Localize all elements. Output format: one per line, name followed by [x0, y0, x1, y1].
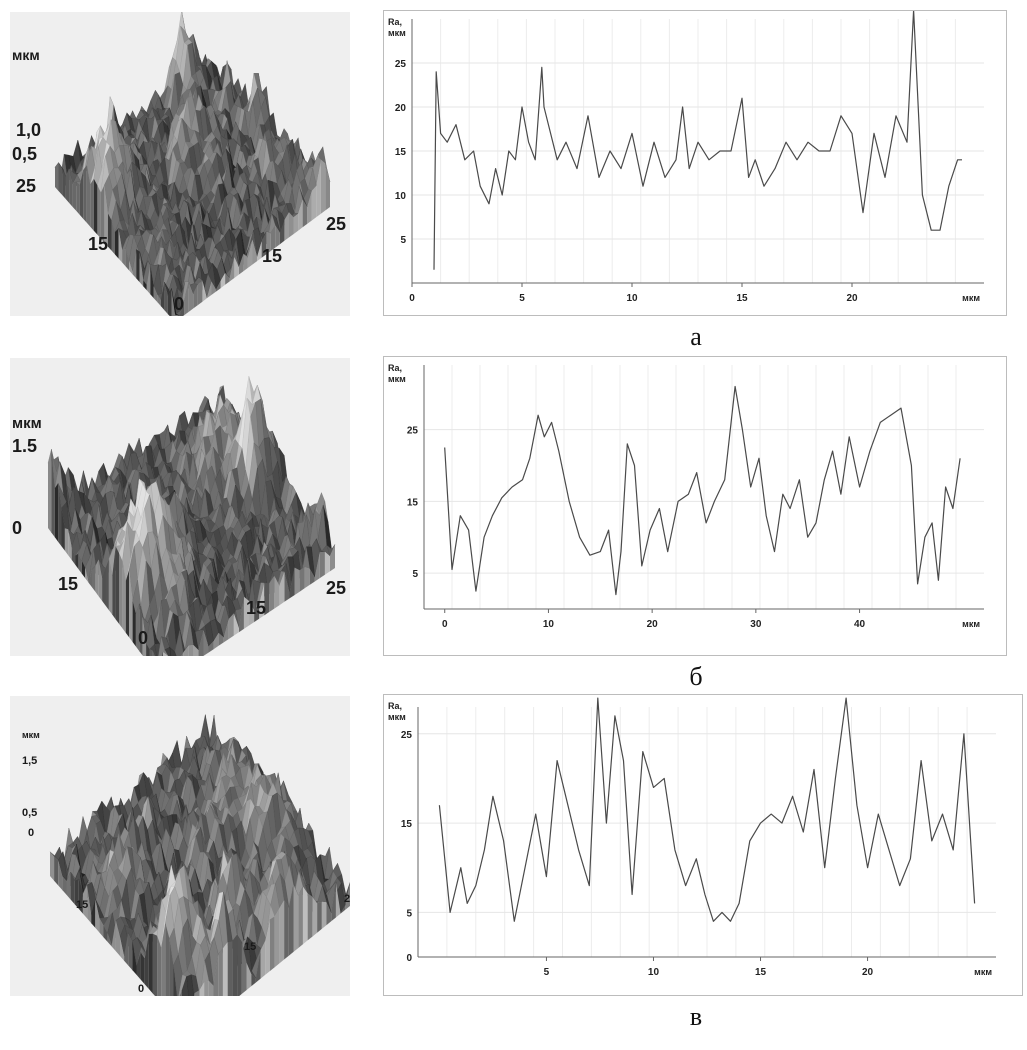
- z-tick-label: 25: [16, 176, 36, 196]
- roughness-profile-line: [444, 385, 961, 596]
- y-axis-label: Ra,: [388, 363, 402, 373]
- x-axis-label: мкм: [962, 293, 980, 303]
- surface-3d-c-svg: мкм 1,5 0,5 0 15 25 15 0: [22, 714, 350, 996]
- z-tick-label: 0: [28, 827, 34, 839]
- y-axis-label: мкм: [388, 374, 406, 384]
- roughness-profile-line: [433, 11, 962, 270]
- y-axis-label: мкм: [388, 712, 406, 722]
- z-tick-label: 0,5: [12, 144, 37, 164]
- z-tick-label: 1,5: [22, 755, 37, 767]
- surface-3d-c: мкм 1,5 0,5 0 15 25 15 0: [10, 696, 350, 996]
- y-axis-label: мкм: [388, 28, 406, 38]
- right-axis-tick-label: 25: [326, 578, 346, 598]
- x-axis-label: мкм: [962, 619, 980, 629]
- y-tick-label: 15: [401, 819, 413, 830]
- z-axis-unit-label: мкм: [22, 730, 40, 740]
- z-axis-unit-label: мкм: [12, 415, 42, 432]
- origin-label: 0: [138, 983, 144, 995]
- y-axis-label: Ra,: [388, 701, 402, 711]
- x-tick-label: 5: [544, 967, 550, 978]
- origin-label: 0: [174, 294, 184, 314]
- x-tick-label: 40: [854, 619, 866, 630]
- y-tick-label: 5: [400, 235, 406, 246]
- surface-3d-a-svg: мкм 1,0 0,5 25 15 25 15 0: [12, 12, 346, 316]
- x-tick-label: 10: [648, 967, 660, 978]
- z-tick-label: 0: [12, 518, 22, 538]
- surface-side-walls: [55, 159, 330, 316]
- left-axis-tick-label: 15: [88, 234, 108, 254]
- x-tick-label: 15: [736, 293, 748, 304]
- surface-mesh: [49, 714, 350, 996]
- z-tick-label: 0,5: [22, 807, 37, 819]
- x-tick-label: 0: [409, 293, 415, 304]
- surface-3d-b-svg: мкм 1.5 0 15 25 15 0: [12, 376, 346, 656]
- profile-chart-c: Ra, мкм мкм 0 5 15 25 5 10 15 20: [383, 694, 1023, 996]
- surface-mesh: [54, 12, 331, 316]
- x-tick-label: 30: [750, 619, 762, 630]
- right-axis-tick-label: 15: [244, 941, 256, 953]
- surface-3d-a: мкм 1,0 0,5 25 15 25 15 0: [10, 12, 350, 316]
- profile-chart-a: Ra, мкм мкм 5 10 15 20 25 0 5 10 15 20: [383, 10, 1007, 316]
- x-tick-label: 5: [519, 293, 525, 304]
- caption-c: в: [689, 1002, 703, 1031]
- surface-mesh: [47, 376, 336, 656]
- y-tick-label: 25: [401, 730, 413, 741]
- surface-side-walls: [50, 851, 350, 996]
- x-tick-label: 0: [442, 619, 448, 630]
- y-axis-label: Ra,: [388, 17, 402, 27]
- right-axis-tick-label: 15: [262, 246, 282, 266]
- y-tick-label: 15: [407, 497, 419, 508]
- y-tick-label: 20: [395, 103, 407, 114]
- y-tick-label: 25: [407, 426, 419, 437]
- z-tick-label: 1.5: [12, 436, 37, 456]
- right-axis-tick-label: 25: [326, 214, 346, 234]
- x-tick-label: 10: [543, 619, 555, 630]
- roughness-profile-line: [438, 697, 976, 922]
- x-tick-label: 10: [626, 293, 638, 304]
- y-tick-label: 10: [395, 191, 407, 202]
- surface-3d-b: мкм 1.5 0 15 25 15 0: [10, 358, 350, 656]
- profile-chart-b: Ra, мкм мкм 5 15 25 0 10 20 30 40: [383, 356, 1007, 656]
- caption-b: б: [689, 662, 703, 691]
- y-tick-label: 5: [412, 569, 418, 580]
- right-axis-tick-label: 25: [344, 893, 350, 905]
- y-tick-label: 0: [406, 953, 412, 964]
- x-axis-label: мкм: [974, 967, 992, 977]
- x-tick-label: 20: [846, 293, 858, 304]
- y-tick-label: 15: [395, 147, 407, 158]
- left-axis-tick-label: 15: [58, 574, 78, 594]
- origin-label: 0: [138, 628, 148, 648]
- right-axis-tick-label: 15: [246, 598, 266, 618]
- x-tick-label: 20: [862, 967, 874, 978]
- z-axis-unit-label: мкм: [12, 47, 40, 63]
- x-tick-label: 20: [647, 619, 659, 630]
- surface-side-walls: [48, 449, 335, 656]
- y-tick-label: 5: [406, 908, 412, 919]
- y-tick-label: 25: [395, 59, 407, 70]
- z-tick-label: 1,0: [16, 120, 41, 140]
- left-axis-tick-label: 15: [76, 899, 88, 911]
- x-tick-label: 15: [755, 967, 767, 978]
- caption-a: а: [690, 322, 702, 351]
